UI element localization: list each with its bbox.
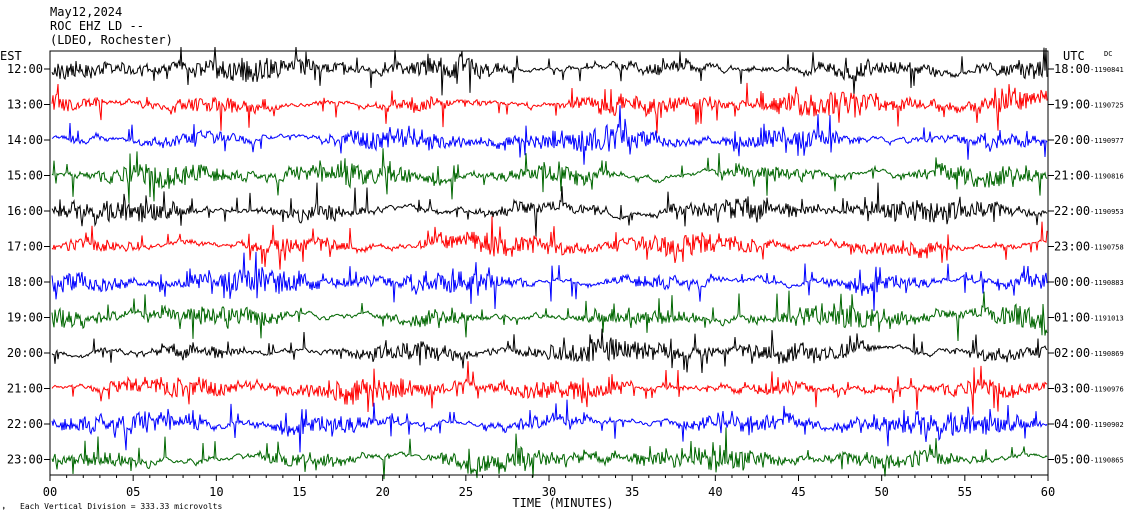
est-hour-label: 14:00: [7, 133, 43, 147]
utc-hour-label: 05:00: [1054, 453, 1090, 467]
x-axis-title: TIME (MINUTES): [512, 496, 613, 510]
trace-line: [51, 427, 1048, 480]
est-hour-label: 20:00: [7, 346, 43, 360]
est-hour-label: 12:00: [7, 62, 43, 76]
dc-offset-label: -1191013: [1090, 315, 1124, 323]
est-hour-label: 19:00: [7, 311, 43, 325]
dc-label: DC: [1104, 50, 1112, 58]
utc-hour-label: 21:00: [1054, 169, 1090, 183]
est-hour-label: 16:00: [7, 204, 43, 218]
x-tick-label: 00: [43, 485, 57, 499]
trace-line: [51, 82, 1048, 134]
x-tick-label: 15: [292, 485, 306, 499]
trace-line: [51, 290, 1048, 342]
est-hour-label: 13:00: [7, 98, 43, 112]
x-tick-label: 45: [791, 485, 805, 499]
trace-line: [51, 46, 1048, 96]
x-tick-label: 10: [209, 485, 223, 499]
est-hour-label: 23:00: [7, 453, 43, 467]
trace-line: [51, 105, 1048, 165]
est-hour-label: 21:00: [7, 382, 43, 396]
utc-hour-label: 03:00: [1054, 382, 1090, 396]
est-hour-label: 22:00: [7, 417, 43, 431]
utc-hour-label: 04:00: [1054, 417, 1090, 431]
trace-line: [51, 328, 1048, 374]
dc-offset-label: -1190977: [1090, 137, 1124, 145]
dc-offset-label: -1190758: [1090, 244, 1124, 252]
est-hour-label: 17:00: [7, 240, 43, 254]
est-hour-label: 18:00: [7, 275, 43, 289]
trace-line: [51, 399, 1048, 453]
utc-hour-label: 20:00: [1054, 133, 1090, 147]
utc-hour-label: 19:00: [1054, 98, 1090, 112]
trace-line: [51, 216, 1048, 270]
dc-offset-label: -1190725: [1090, 102, 1124, 110]
trace-group: [51, 46, 1048, 480]
x-axis: 00 05 10 15 20 25 30 35 40 45 50 55 60: [43, 475, 1055, 499]
x-tick-label: 35: [625, 485, 639, 499]
dc-offset-label: -1190869: [1090, 350, 1124, 358]
x-tick-label: 05: [126, 485, 140, 499]
right-tz-label: UTC: [1063, 49, 1085, 63]
vertical-division-note: Each Vertical Division = 333.33 microvol…: [20, 502, 222, 511]
station-id: ROC EHZ LD --: [50, 19, 144, 33]
utc-hour-label: 22:00: [1054, 204, 1090, 218]
est-hour-label: 15:00: [7, 169, 43, 183]
chart-date: May12,2024: [50, 5, 123, 19]
dc-offset-label: -1190865: [1090, 457, 1124, 465]
x-tick-label: 40: [708, 485, 722, 499]
left-tz-label: EST: [0, 49, 22, 63]
dc-offset-label: -1190841: [1090, 66, 1124, 74]
dc-offset-label: -1190976: [1090, 386, 1124, 394]
station-location: (LDEO, Rochester): [50, 33, 173, 47]
trace-line: [51, 361, 1048, 415]
x-tick-label: 60: [1041, 485, 1055, 499]
trace-line: [51, 148, 1048, 204]
x-tick-label: 30: [542, 485, 556, 499]
trace-line: [51, 182, 1048, 237]
trace-line: [51, 251, 1048, 311]
utc-hour-label: 18:00: [1054, 62, 1090, 76]
utc-hour-label: 02:00: [1054, 346, 1090, 360]
utc-hour-label: 00:00: [1054, 275, 1090, 289]
x-tick-label: 25: [459, 485, 473, 499]
utc-hour-label: 01:00: [1054, 311, 1090, 325]
x-tick-label: 20: [375, 485, 389, 499]
x-tick-label: 50: [874, 485, 888, 499]
dc-offset-label: -1190883: [1090, 279, 1124, 287]
utc-hour-label: 23:00: [1054, 240, 1090, 254]
vertical-scale-icon: ↟: [2, 505, 6, 512]
x-tick-label: 55: [958, 485, 972, 499]
dc-offset-label: -1190953: [1090, 208, 1124, 216]
dc-offset-label: -1190816: [1090, 173, 1124, 181]
dc-offset-label: -1190902: [1090, 421, 1124, 429]
